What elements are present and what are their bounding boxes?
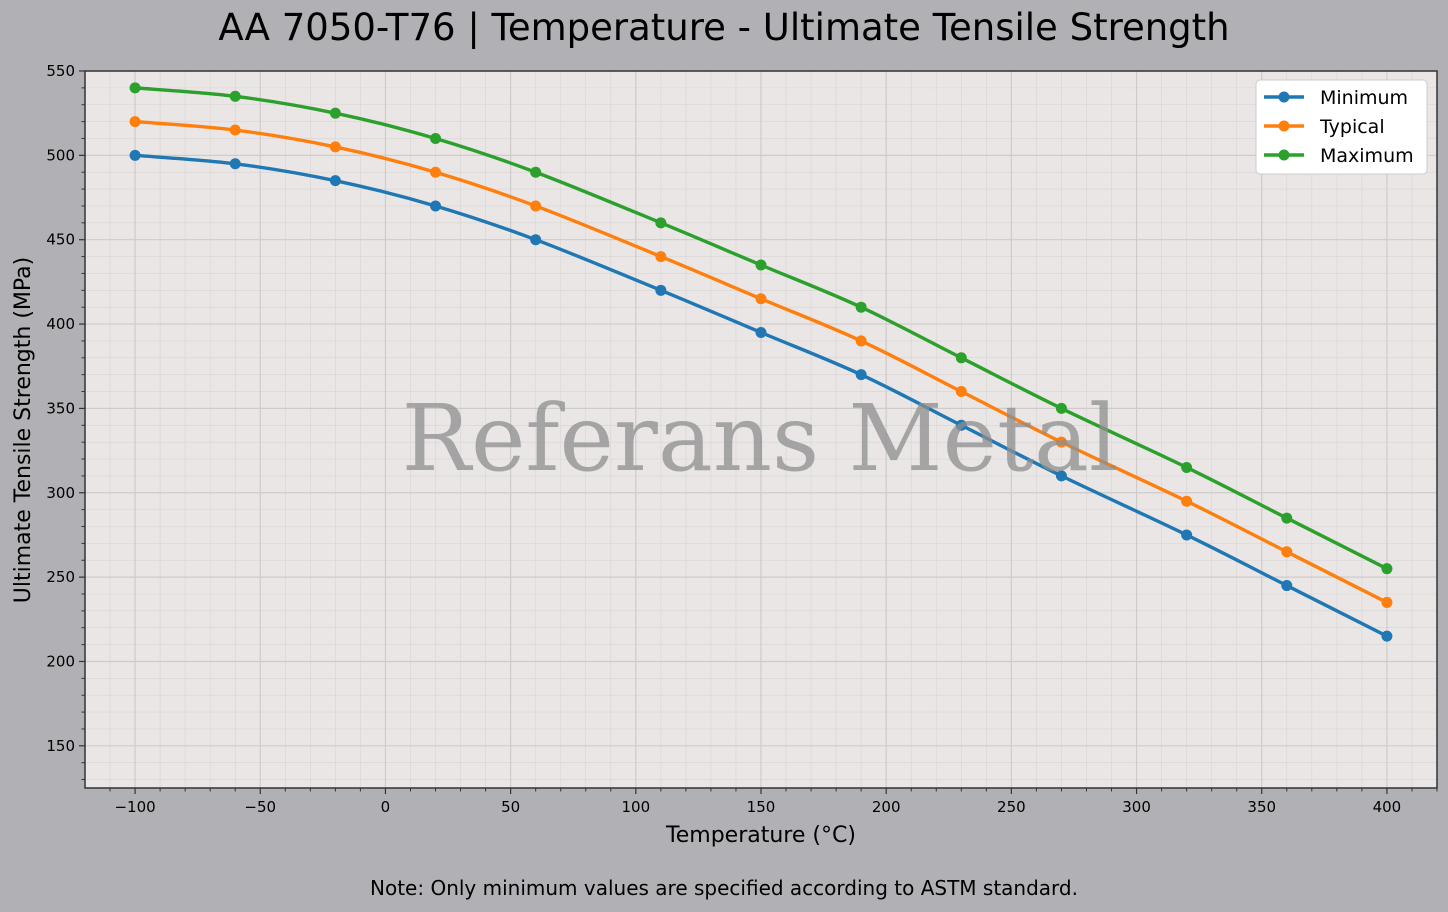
watermark: Referans Metal — [402, 385, 1119, 492]
axis-ticks: −100 −50 0 50 100 150 200 250 300 350 400 150 200 250… — [46, 62, 1438, 816]
data-point-maximum — [530, 166, 542, 178]
y-tick-label: 400 — [46, 315, 75, 333]
data-point-maximum — [855, 301, 867, 313]
x-tick-label: 150 — [747, 798, 776, 816]
y-tick-label: 150 — [46, 737, 75, 755]
data-point-typical — [229, 124, 241, 136]
y-tick-label: 450 — [46, 231, 75, 249]
y-tick-label: 200 — [46, 652, 75, 670]
data-point-maximum — [129, 82, 141, 94]
data-point-minimum — [229, 158, 241, 170]
data-point-maximum — [430, 132, 442, 144]
x-tick-label: 0 — [381, 798, 391, 816]
legend-marker-typical — [1278, 120, 1290, 132]
data-point-maximum — [955, 352, 967, 364]
x-tick-label: 50 — [501, 798, 520, 816]
chart-note: Note: Only minimum values are specified … — [370, 876, 1078, 900]
legend-label-typical: Typical — [1319, 116, 1385, 138]
y-tick-label: 350 — [46, 399, 75, 417]
x-axis-label: Temperature (°C) — [665, 823, 856, 848]
data-point-minimum — [655, 284, 667, 296]
x-tick-label: 400 — [1373, 798, 1402, 816]
x-tick-label: 350 — [1247, 798, 1276, 816]
data-point-minimum — [1181, 529, 1193, 541]
y-tick-label: 300 — [46, 484, 75, 502]
legend-marker-maximum — [1278, 149, 1290, 161]
y-tick-label: 250 — [46, 568, 75, 586]
chart-title: AA 7050-T76 | Temperature - Ultimate Ten… — [218, 6, 1230, 49]
data-point-typical — [1181, 495, 1193, 507]
data-point-minimum — [855, 369, 867, 381]
y-tick-label: 550 — [46, 62, 75, 80]
data-point-maximum — [1181, 461, 1193, 473]
legend-box — [1255, 79, 1428, 175]
data-point-typical — [1381, 596, 1393, 608]
data-point-typical — [755, 293, 767, 305]
data-point-minimum — [530, 234, 542, 246]
legend-label-maximum: Maximum — [1320, 145, 1414, 167]
data-point-minimum — [129, 149, 141, 161]
data-point-typical — [430, 166, 442, 178]
y-tick-label: 500 — [46, 146, 75, 164]
x-tick-label: −100 — [114, 798, 155, 816]
data-point-typical — [955, 386, 967, 398]
x-tick-label: 250 — [997, 798, 1026, 816]
data-point-maximum — [655, 217, 667, 229]
x-tick-label: −50 — [244, 798, 276, 816]
data-point-typical — [329, 141, 341, 153]
series-layer — [129, 82, 1393, 642]
data-point-maximum — [755, 259, 767, 271]
data-point-minimum — [755, 326, 767, 338]
x-tick-label: 200 — [872, 798, 901, 816]
data-point-typical — [129, 116, 141, 128]
y-axis-label: Ultimate Tensile Strength (MPa) — [11, 257, 36, 603]
legend: Minimum Typical Maximum — [1255, 79, 1428, 175]
data-point-minimum — [1055, 470, 1067, 482]
data-point-maximum — [229, 90, 241, 102]
data-point-typical — [855, 335, 867, 347]
data-point-typical — [1281, 546, 1293, 558]
data-point-maximum — [329, 107, 341, 119]
legend-label-minimum: Minimum — [1320, 87, 1408, 109]
data-point-typical — [530, 200, 542, 212]
data-point-minimum — [1381, 630, 1393, 642]
data-point-minimum — [329, 175, 341, 187]
data-point-typical — [655, 251, 667, 263]
x-tick-label: 100 — [621, 798, 650, 816]
x-tick-label: 300 — [1122, 798, 1151, 816]
data-point-minimum — [1281, 580, 1293, 592]
data-point-minimum — [955, 419, 967, 431]
data-point-maximum — [1055, 402, 1067, 414]
data-point-typical — [1055, 436, 1067, 448]
data-point-maximum — [1381, 563, 1393, 575]
data-point-minimum — [430, 200, 442, 212]
data-point-maximum — [1281, 512, 1293, 524]
legend-marker-minimum — [1278, 91, 1290, 103]
